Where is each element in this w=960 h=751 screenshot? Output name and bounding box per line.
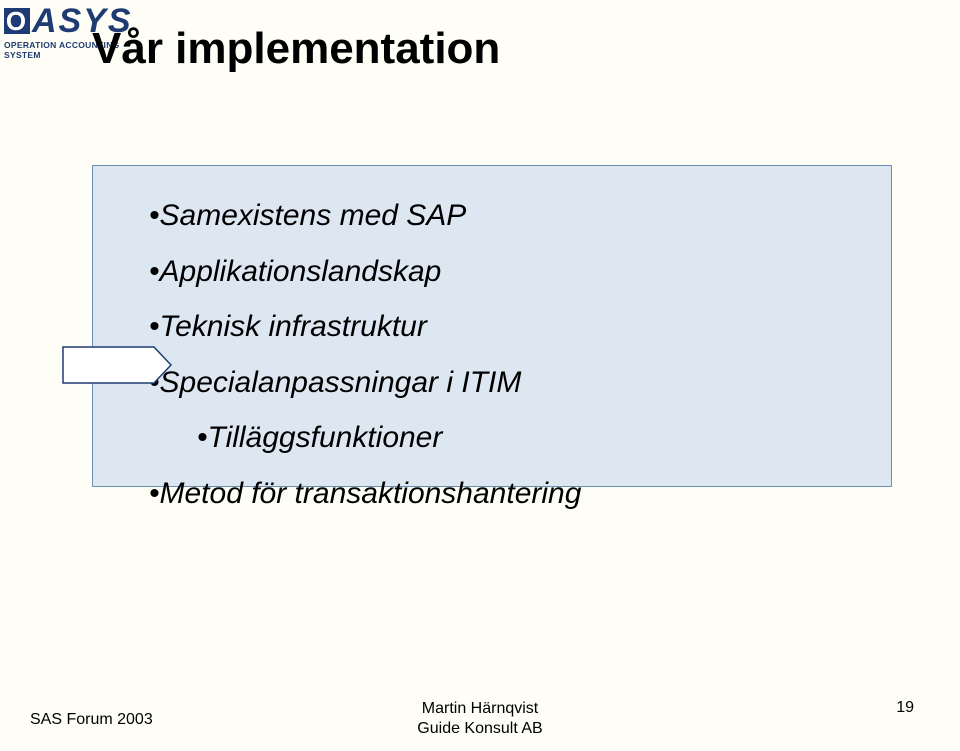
footer-center: Martin Härnqvist Guide Konsult AB [417, 699, 542, 739]
logo-square-letter: O [4, 8, 30, 34]
slide-title: Vår implementation [92, 24, 500, 74]
bullet-item: •Samexistens med SAP [149, 188, 851, 244]
bullet-item: •Specialanpassningar i ITIM [149, 355, 851, 411]
content-box: •Samexistens med SAP•Applikationslandska… [92, 165, 892, 487]
footer-author: Martin Härnqvist [417, 699, 542, 719]
bullet-item: •Metod för transaktionshantering [149, 466, 851, 522]
page-number: 19 [896, 699, 914, 717]
bullet-item: •Tilläggsfunktioner [149, 410, 851, 466]
bullet-item: •Applikationslandskap [149, 244, 851, 300]
footer-left: SAS Forum 2003 [30, 711, 153, 729]
callout-pointer-icon [62, 346, 172, 384]
bullet-item: •Teknisk infrastruktur [149, 299, 851, 355]
footer-company: Guide Konsult AB [417, 719, 542, 739]
